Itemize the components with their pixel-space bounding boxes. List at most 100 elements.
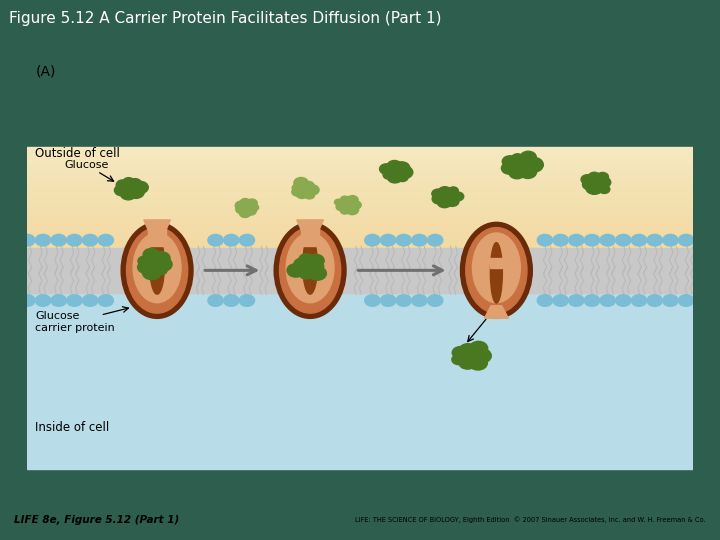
Text: Inside of cell: Inside of cell — [35, 421, 109, 434]
Circle shape — [503, 156, 518, 167]
Circle shape — [307, 254, 324, 267]
Circle shape — [469, 341, 487, 355]
Circle shape — [51, 234, 66, 246]
Text: Glucose: Glucose — [64, 160, 108, 170]
Circle shape — [461, 349, 478, 362]
Bar — [27, 197, 693, 205]
Circle shape — [452, 347, 468, 359]
Circle shape — [586, 181, 603, 194]
Circle shape — [380, 234, 396, 246]
Circle shape — [440, 191, 454, 201]
Circle shape — [393, 162, 410, 174]
Circle shape — [428, 234, 443, 246]
Circle shape — [383, 171, 395, 179]
Circle shape — [631, 295, 647, 306]
Bar — [27, 172, 693, 180]
Circle shape — [365, 295, 380, 306]
Circle shape — [582, 180, 595, 190]
Circle shape — [351, 201, 361, 209]
Circle shape — [397, 166, 413, 178]
Bar — [27, 255, 693, 264]
Circle shape — [387, 172, 402, 183]
Circle shape — [588, 177, 604, 188]
Circle shape — [569, 295, 584, 306]
Circle shape — [122, 181, 138, 193]
Polygon shape — [297, 220, 323, 235]
Circle shape — [412, 234, 427, 246]
Circle shape — [647, 234, 662, 246]
Circle shape — [397, 173, 408, 181]
Bar — [27, 239, 693, 247]
Circle shape — [132, 181, 148, 193]
Circle shape — [520, 151, 536, 164]
Circle shape — [459, 343, 477, 357]
Circle shape — [616, 295, 631, 306]
Circle shape — [35, 234, 50, 246]
Circle shape — [335, 199, 342, 205]
Bar — [27, 188, 693, 197]
Circle shape — [452, 192, 464, 201]
Circle shape — [120, 188, 136, 200]
Bar — [27, 296, 693, 305]
Circle shape — [116, 180, 130, 190]
Circle shape — [67, 295, 82, 306]
Circle shape — [599, 185, 610, 193]
Bar — [27, 305, 693, 313]
Circle shape — [523, 157, 544, 172]
Circle shape — [662, 234, 678, 246]
Circle shape — [35, 295, 50, 306]
Circle shape — [647, 295, 662, 306]
Bar — [27, 180, 693, 188]
Text: (A): (A) — [35, 64, 55, 78]
Circle shape — [292, 184, 302, 192]
Circle shape — [129, 179, 142, 188]
Circle shape — [553, 295, 568, 306]
Bar — [27, 205, 693, 213]
Circle shape — [537, 234, 552, 246]
Circle shape — [294, 178, 308, 188]
Bar — [302, 228, 319, 246]
Circle shape — [501, 162, 517, 174]
Circle shape — [365, 234, 380, 246]
Circle shape — [302, 181, 314, 191]
Circle shape — [138, 261, 153, 273]
Circle shape — [304, 191, 315, 199]
Circle shape — [19, 234, 35, 246]
Circle shape — [208, 295, 223, 306]
Circle shape — [597, 172, 608, 181]
Circle shape — [585, 295, 600, 306]
Circle shape — [287, 264, 305, 277]
Circle shape — [154, 258, 172, 271]
Text: Glucose
carrier protein: Glucose carrier protein — [35, 310, 115, 333]
Bar — [27, 164, 693, 172]
Bar — [27, 280, 693, 288]
Circle shape — [438, 187, 451, 197]
Circle shape — [127, 185, 144, 198]
Circle shape — [236, 206, 246, 213]
Circle shape — [509, 166, 525, 179]
Circle shape — [678, 234, 694, 246]
Circle shape — [240, 199, 251, 206]
Bar — [27, 230, 693, 239]
Circle shape — [143, 248, 159, 261]
Bar — [27, 272, 693, 280]
Circle shape — [309, 267, 326, 280]
Circle shape — [300, 260, 317, 273]
Circle shape — [235, 201, 247, 210]
Ellipse shape — [274, 222, 346, 319]
Circle shape — [469, 356, 487, 370]
Circle shape — [138, 256, 150, 266]
Circle shape — [347, 195, 358, 204]
Circle shape — [312, 262, 324, 271]
Circle shape — [472, 349, 491, 363]
Circle shape — [300, 270, 312, 279]
Bar — [27, 288, 693, 296]
Circle shape — [588, 172, 600, 181]
Circle shape — [67, 234, 82, 246]
Circle shape — [387, 160, 402, 171]
Bar — [490, 258, 503, 268]
Circle shape — [585, 234, 600, 246]
Circle shape — [569, 234, 584, 246]
Circle shape — [83, 234, 98, 246]
Circle shape — [51, 295, 66, 306]
